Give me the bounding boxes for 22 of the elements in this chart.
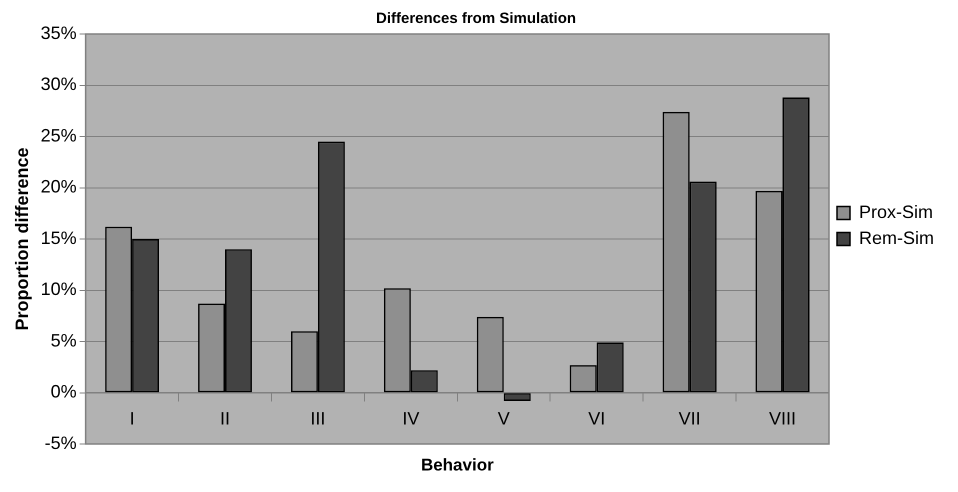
- y-tick-label: 0%: [50, 382, 77, 402]
- y-tick-label: 25%: [40, 125, 77, 146]
- x-tick-label: I: [130, 408, 135, 429]
- x-tick-label: VIII: [769, 408, 796, 429]
- x-tick-label: V: [498, 408, 510, 429]
- y-axis-title: Proportion difference: [12, 147, 32, 331]
- y-tick-label: 10%: [40, 279, 77, 300]
- x-tick-label: VI: [588, 408, 606, 429]
- y-tick-label: 5%: [50, 330, 77, 350]
- x-tick-label: III: [310, 408, 326, 429]
- x-tick-label: VII: [678, 408, 701, 429]
- legend-label: Rem-Sim: [859, 228, 934, 248]
- chart-title: Differences from Simulation: [376, 10, 576, 28]
- x-axis-title: Behavior: [420, 456, 494, 475]
- y-tick-label: -5%: [44, 432, 77, 453]
- y-tick-label: 35%: [40, 22, 77, 43]
- x-tick-label: II: [220, 408, 230, 429]
- y-tick-label: 20%: [40, 176, 77, 197]
- legend-label: Prox-Sim: [859, 202, 934, 222]
- y-tick-label: 30%: [40, 74, 77, 94]
- y-tick-label: 15%: [40, 228, 77, 248]
- x-tick-label: IV: [402, 408, 420, 429]
